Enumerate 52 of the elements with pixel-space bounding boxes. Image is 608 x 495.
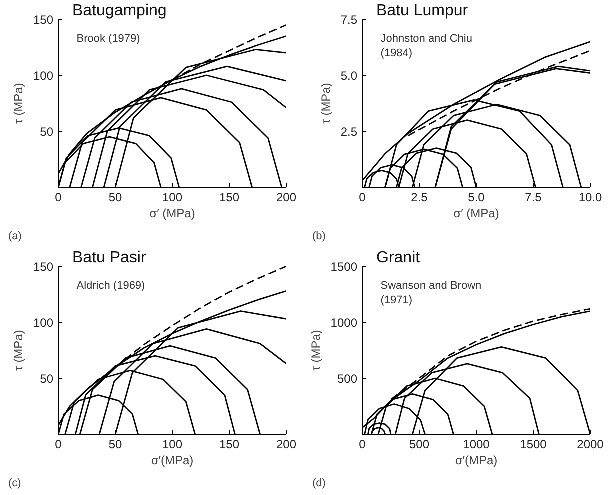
x-axis-title: σ′(MPa) <box>151 454 194 468</box>
x-tick-label: 150 <box>219 438 240 452</box>
y-tick-label: 50 <box>40 125 54 139</box>
y-axis-title: τ (MPa) <box>11 330 26 371</box>
x-tick-label: 1000 <box>463 438 490 452</box>
x-tick-label: 1500 <box>520 438 548 452</box>
text: (b) <box>312 230 326 242</box>
x-tick-label: 150 <box>219 190 240 204</box>
y-tick-label: 1500 <box>330 260 358 274</box>
y-tick-label: 100 <box>33 316 54 330</box>
x-tick-label: 200 <box>276 438 297 452</box>
y-tick-label: 7.5 <box>340 13 358 27</box>
x-tick-label: 2000 <box>577 438 604 452</box>
y-tick-label: 100 <box>33 69 54 83</box>
chart-title: Batugamping <box>72 2 167 20</box>
text: (d) <box>312 478 326 490</box>
x-axis-title: σ′ (MPa) <box>150 206 196 220</box>
text: Aldrich (1969) <box>76 280 146 292</box>
y-axis-title: τ (MPa) <box>11 83 26 124</box>
chart-title: Batu Lumpur <box>376 2 469 20</box>
text: Brook (1979) <box>76 32 140 45</box>
x-tick-label: 50 <box>108 190 122 204</box>
y-tick-label: 50 <box>40 372 54 386</box>
x-tick-label: 100 <box>162 190 183 204</box>
x-tick-label: 2.5 <box>411 190 428 204</box>
x-tick-label: 0 <box>55 438 62 452</box>
y-tick-label: 500 <box>337 372 358 386</box>
x-tick-label: 7.5 <box>525 190 542 204</box>
x-tick-label: 0 <box>359 190 366 204</box>
x-tick-label: 5.0 <box>468 190 486 204</box>
x-tick-label: 0 <box>55 190 62 204</box>
chart-title: Granit <box>376 250 421 266</box>
x-tick-label: 500 <box>409 438 430 452</box>
y-tick-label: 1000 <box>330 316 358 330</box>
y-tick-label: 5.0 <box>340 69 358 83</box>
x-tick-label: 10.0 <box>578 190 603 204</box>
text: (a) <box>8 230 22 242</box>
x-tick-label: 50 <box>108 438 122 452</box>
chart-title: Batu Pasir <box>72 250 147 266</box>
y-axis-title: τ (MPa) <box>308 330 323 371</box>
text: (c) <box>8 478 22 490</box>
y-tick-label: 2.5 <box>340 125 358 139</box>
y-tick-label: 150 <box>33 260 54 274</box>
x-tick-label: 0 <box>359 438 366 452</box>
y-axis-title: τ (MPa) <box>318 83 333 124</box>
text: Johnston and Chiu (1984) <box>380 32 472 60</box>
x-tick-label: 200 <box>276 190 297 204</box>
x-tick-label: 100 <box>162 438 183 452</box>
text: Swanson and Brown (1971) <box>380 280 482 306</box>
y-tick-label: 150 <box>33 13 54 27</box>
x-axis-title: σ′ (MPa) <box>454 206 500 220</box>
x-axis-title: σ′(MPa) <box>455 454 498 468</box>
